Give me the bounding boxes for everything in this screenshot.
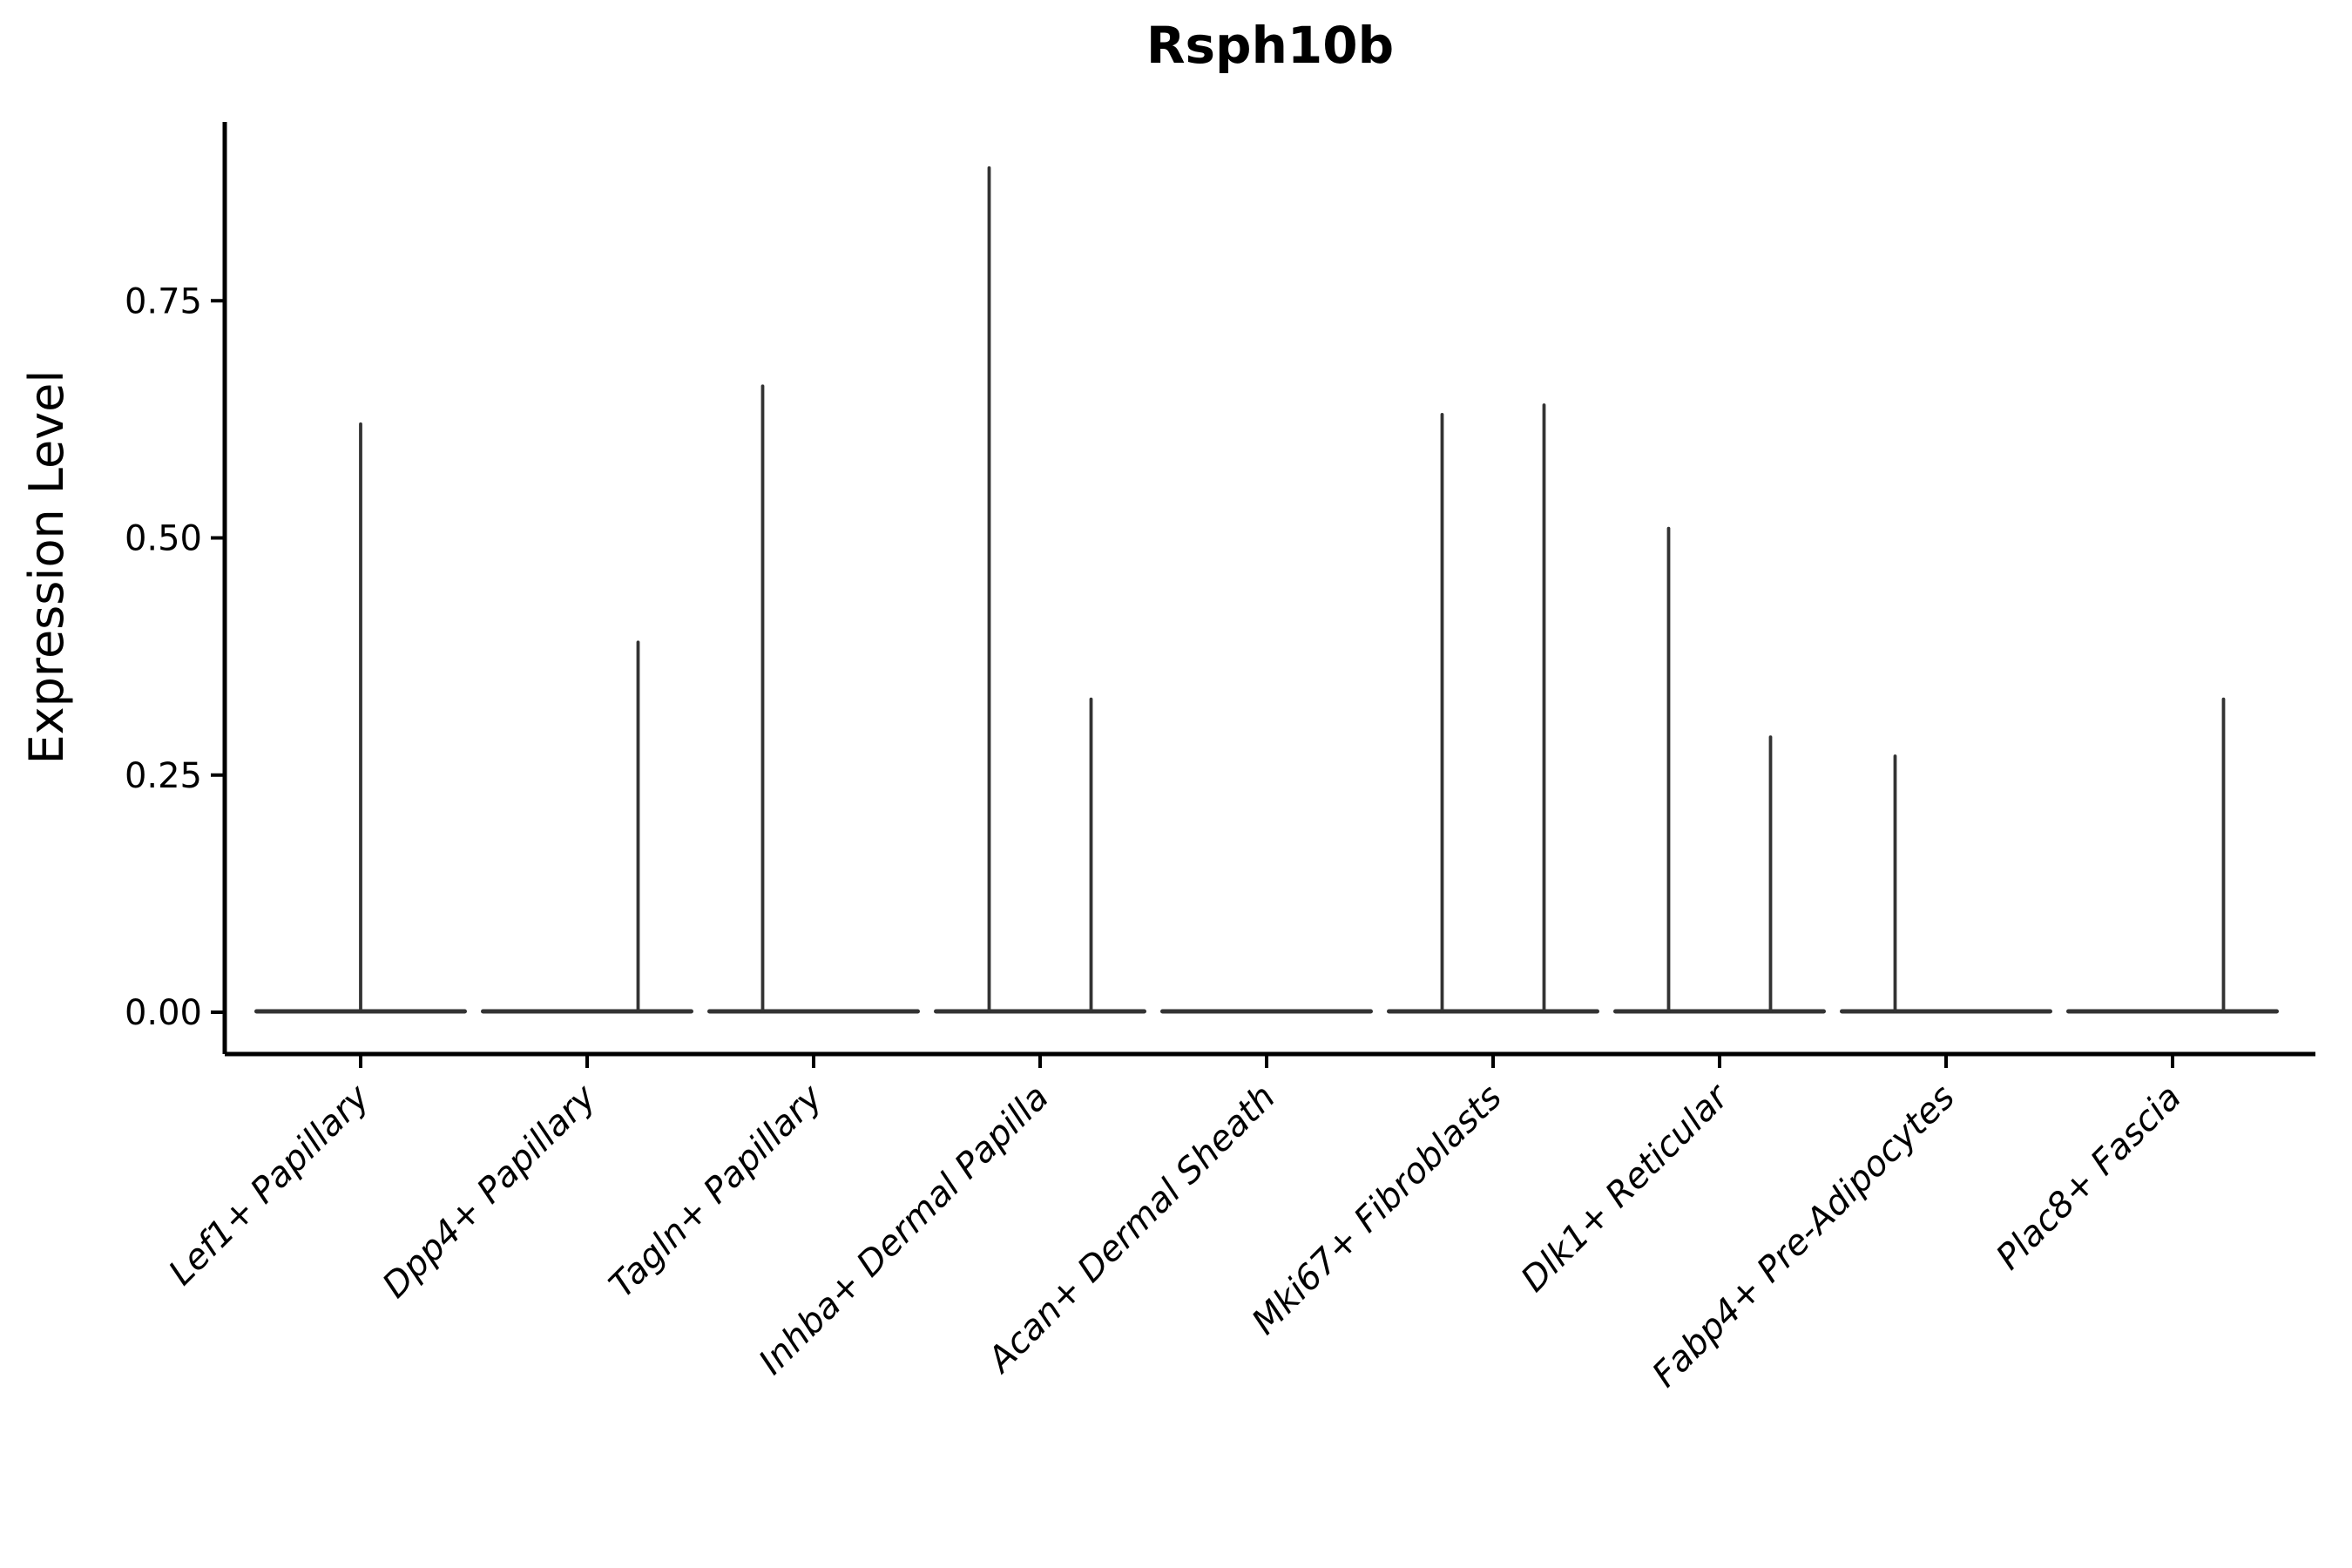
x-tick-label: Tagln+ Papillary [602,1077,831,1306]
violin-series [254,166,2279,1014]
x-tick-label: Mki67+ Fibroblasts [1244,1078,1510,1343]
y-tick-label: 0.25 [125,756,202,796]
x-tick-label: Plac8+ Fascia [1989,1078,2189,1278]
x-tick-label: Dlk1+ Reticular [1514,1076,1738,1300]
y-tick-label: 0.00 [125,993,202,1033]
x-tick-label: Dpp4+ Papillary [375,1077,605,1306]
y-axis: 0.00 0.25 0.50 0.75 [125,122,227,1054]
y-axis-label: Expression Level [19,370,74,765]
plot-title: Rsph10b [1146,16,1394,75]
y-tick-label: 0.75 [125,281,202,321]
y-tick-label: 0.50 [125,519,202,559]
x-tick-label: Lef1+ Papillary [161,1077,378,1294]
